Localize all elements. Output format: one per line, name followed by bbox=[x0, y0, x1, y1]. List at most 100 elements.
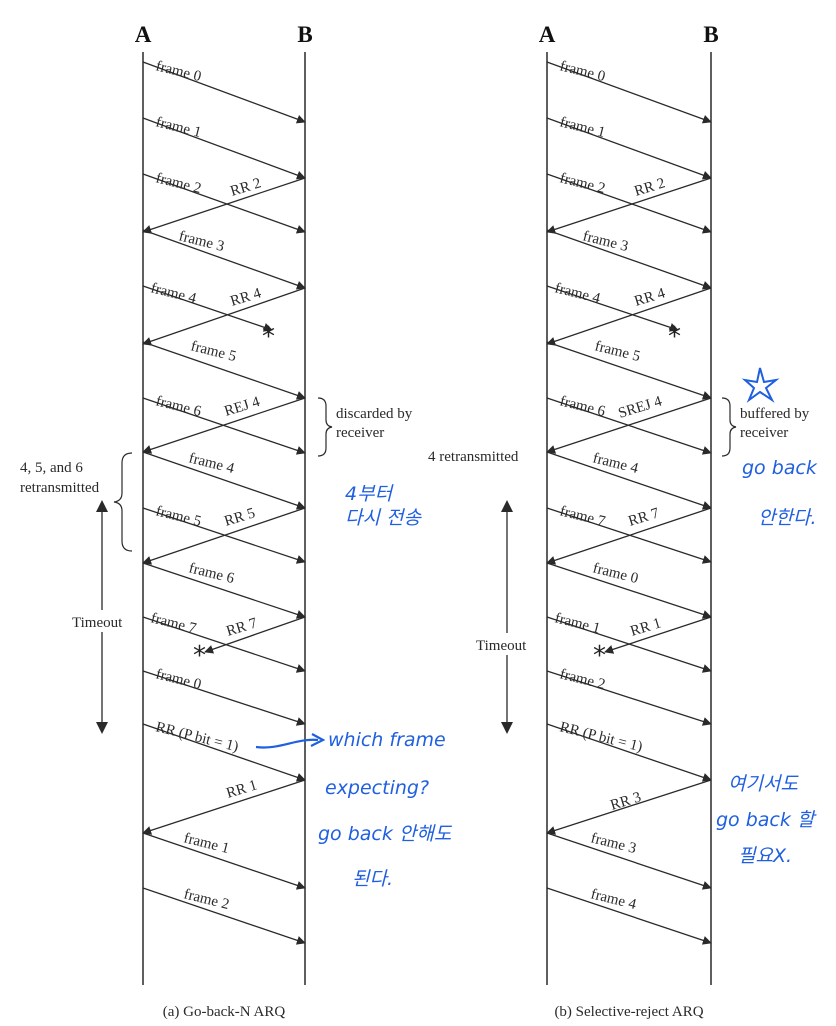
left-ack-label-rr7: RR 7 bbox=[224, 615, 259, 640]
right-note-goback-need: go back 할 bbox=[716, 809, 817, 831]
caption-right: (b) Selective-reject ARQ bbox=[554, 1004, 703, 1020]
right-frame-arrow-0 bbox=[546, 61, 712, 124]
left-frame-label-1: frame 1 bbox=[154, 114, 203, 141]
right-frame-label-4b: frame 4 bbox=[591, 450, 640, 477]
left-lost-frame-asterisk: * bbox=[262, 322, 275, 352]
left-frame-label-1b: frame 1 bbox=[182, 830, 231, 857]
left-frame-label-4: frame 4 bbox=[149, 280, 198, 307]
left-discarded-label-1: discarded by bbox=[336, 406, 413, 422]
right-frame-arrow-4c bbox=[546, 887, 712, 945]
left-frame-arrow-0 bbox=[142, 61, 306, 124]
left-frame-arrow-2b bbox=[142, 887, 306, 945]
left-frame-label-6b: frame 6 bbox=[187, 560, 236, 587]
left-retransmitted-label-2: retransmitted bbox=[20, 480, 100, 496]
right-ack-arrow-rr4 bbox=[546, 287, 712, 346]
left-note-pointer-head bbox=[310, 733, 326, 747]
left-frame-label-5b: frame 5 bbox=[154, 503, 203, 530]
right-star-mark-icon bbox=[741, 367, 780, 403]
right-frame-arrow-4b bbox=[546, 451, 712, 510]
left-frame-label-7: frame 7 bbox=[149, 610, 198, 637]
right-frame-arrow-3b bbox=[546, 832, 712, 890]
left-ack-arrow-rr1 bbox=[142, 779, 306, 835]
left-ack-label-rej4: REJ 4 bbox=[222, 394, 262, 420]
right-buffered-label-2: receiver bbox=[740, 425, 788, 441]
right-ack-arrow-rr3 bbox=[546, 779, 712, 835]
right-frame-label-5: frame 5 bbox=[593, 338, 642, 365]
right-buffered-label-1: buffered by bbox=[740, 406, 810, 422]
right-lost-ack-asterisk: * bbox=[593, 641, 606, 671]
left-ack-arrow-rr2 bbox=[142, 177, 306, 234]
left-frame-arrow-4-lost bbox=[142, 285, 273, 332]
right-timeout-label: Timeout bbox=[476, 638, 527, 654]
right-frame-arrow-4-lost bbox=[546, 285, 679, 332]
left-timeout-bg bbox=[68, 610, 138, 632]
left-frame-arrow-2 bbox=[142, 173, 306, 234]
left-frame-label-0: frame 0 bbox=[154, 58, 203, 85]
left-frame-label-6: frame 6 bbox=[154, 393, 203, 420]
left-discarded-brace bbox=[317, 397, 333, 457]
right-note-not-needed: 필요X. bbox=[738, 845, 792, 867]
left-frame-arrow-rr-p bbox=[142, 723, 306, 782]
left-ack-arrow-rr7-lost bbox=[204, 616, 306, 654]
left-ack-arrow-rr5 bbox=[142, 507, 306, 565]
right-ack-label-rr1: RR 1 bbox=[628, 615, 663, 639]
left-timeout-label: Timeout bbox=[72, 615, 123, 631]
left-frame-arrow-7 bbox=[142, 616, 306, 673]
station-b-right: B bbox=[703, 22, 718, 47]
right-ack-arrow-srej4 bbox=[546, 397, 712, 454]
left-retransmitted-brace bbox=[113, 452, 133, 552]
left-ack-arrow-rr4 bbox=[142, 287, 306, 346]
right-frame-arrow-1 bbox=[546, 117, 712, 180]
right-frame-label-1: frame 1 bbox=[558, 114, 607, 141]
right-lost-frame-asterisk: * bbox=[668, 322, 681, 352]
left-frame-arrow-3 bbox=[142, 229, 306, 290]
right-frame-label-rr-p: RR (P bit = 1) bbox=[558, 719, 644, 755]
right-note-not: 안한다. bbox=[758, 507, 816, 529]
station-b-left: B bbox=[297, 22, 312, 47]
left-frame-arrow-1 bbox=[142, 117, 306, 180]
left-frame-arrow-4b bbox=[142, 451, 306, 510]
left-note-resend: 다시 전송 bbox=[345, 507, 422, 529]
left-frame-label-rr-p: RR (P bit = 1) bbox=[154, 719, 240, 755]
right-retransmitted-label: 4 retransmitted bbox=[428, 449, 519, 465]
left-note-expecting: expecting? bbox=[325, 777, 429, 799]
right-note-here-too: 여기서도 bbox=[728, 773, 799, 795]
right-note-goback: go back bbox=[742, 457, 818, 479]
caption-left: (a) Go-back-N ARQ bbox=[163, 1004, 286, 1020]
right-frame-label-0b: frame 0 bbox=[591, 560, 640, 587]
right-frame-label-6: frame 6 bbox=[558, 393, 607, 420]
left-frame-arrow-0b bbox=[142, 670, 306, 726]
left-ack-label-rr1: RR 1 bbox=[224, 777, 259, 801]
left-note-which-frame: which frame bbox=[328, 729, 446, 751]
right-timeout-bg bbox=[472, 633, 542, 655]
right-buffered-brace bbox=[721, 397, 737, 457]
right-ack-label-rr4: RR 4 bbox=[632, 285, 667, 310]
right-frame-label-7: frame 7 bbox=[558, 503, 607, 530]
right-ack-arrow-rr2 bbox=[546, 177, 712, 234]
right-ack-arrow-rr7 bbox=[546, 507, 712, 565]
right-ack-label-rr2: RR 2 bbox=[632, 175, 667, 199]
right-ack-label-rr3: RR 3 bbox=[608, 789, 643, 813]
station-a-left: A bbox=[135, 22, 152, 47]
right-frame-arrow-5 bbox=[546, 341, 712, 400]
right-frame-label-0: frame 0 bbox=[558, 58, 607, 85]
right-frame-arrow-0b bbox=[546, 562, 712, 619]
left-timeout-arrow-up bbox=[96, 500, 108, 512]
right-timeout-arrow-up bbox=[501, 500, 513, 512]
left-frame-label-4b: frame 4 bbox=[187, 450, 236, 477]
left-ack-arrow-rej4 bbox=[142, 397, 306, 454]
left-timeout-arrow-down bbox=[96, 722, 108, 734]
right-frame-arrow-2b bbox=[546, 670, 712, 726]
right-frame-arrow-rr-p bbox=[546, 723, 712, 782]
right-frame-label-3b: frame 3 bbox=[589, 830, 638, 857]
station-a-right: A bbox=[539, 22, 556, 47]
left-frame-arrow-1b bbox=[142, 832, 306, 890]
left-discarded-label-2: receiver bbox=[336, 425, 384, 441]
right-ack-label-srej4: SREJ 4 bbox=[616, 393, 664, 421]
right-frame-label-1b: frame 1 bbox=[553, 610, 602, 637]
right-ack-arrow-rr1-lost bbox=[604, 616, 712, 654]
left-note-no-goback: go back 안해도 bbox=[318, 823, 453, 845]
left-retransmitted-label-1: 4, 5, and 6 bbox=[20, 460, 83, 476]
